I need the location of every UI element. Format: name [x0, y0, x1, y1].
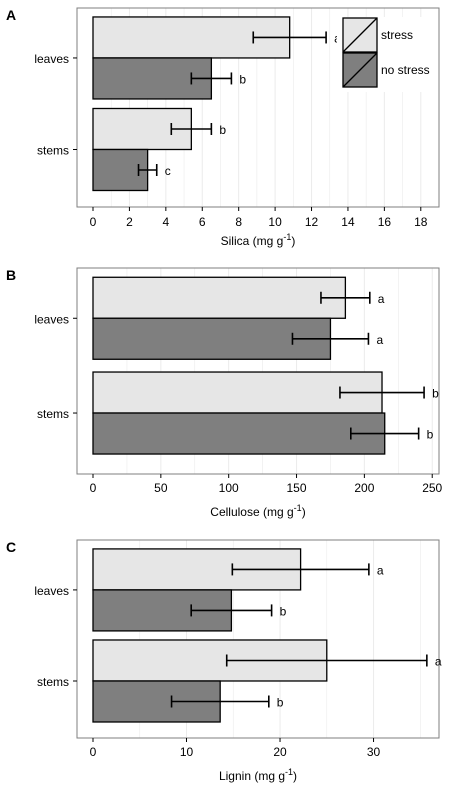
x-tick-label: 10	[180, 745, 194, 759]
error-bar	[190, 72, 233, 85]
significance-letter: a	[377, 563, 384, 577]
x-tick-label: 0	[90, 745, 97, 759]
significance-letter: b	[280, 604, 287, 618]
panel-label: B	[6, 267, 16, 283]
x-tick-label: 150	[287, 481, 307, 495]
x-tick-label: 200	[354, 481, 374, 495]
x-axis-title: Lignin (mg g-1)	[219, 767, 297, 783]
bar-stress-leaves	[92, 276, 347, 319]
significance-letter: b	[277, 695, 284, 709]
legend-item: no stress	[342, 52, 430, 88]
panel-A: Aleavesabstemsbc024681012141618Silica (m…	[6, 7, 440, 248]
legend-label: stress	[381, 28, 413, 42]
x-tick-label: 14	[341, 215, 355, 229]
legend-key-slash	[342, 52, 378, 88]
bar-no-stress-leaves	[92, 317, 332, 360]
bar-no-stress-stems	[92, 412, 386, 455]
y-tick-label: leaves	[34, 312, 69, 326]
error-bar	[225, 654, 428, 667]
panel-label: C	[6, 539, 16, 555]
x-tick-label: 12	[305, 215, 319, 229]
legend-label: no stress	[381, 63, 430, 77]
error-bar	[320, 291, 371, 304]
x-tick-label: 0	[90, 215, 97, 229]
significance-letter: b	[432, 387, 439, 401]
error-bar	[170, 695, 270, 708]
x-tick-label: 4	[162, 215, 169, 229]
x-tick-label: 16	[378, 215, 392, 229]
significance-letter: a	[378, 292, 385, 306]
significance-letter: a	[435, 654, 442, 668]
x-tick-label: 100	[219, 481, 239, 495]
error-bar	[252, 31, 327, 44]
significance-letter: c	[165, 164, 171, 178]
x-axis-title: Silica (mg g-1)	[221, 232, 296, 248]
y-tick-label: leaves	[34, 52, 69, 66]
significance-letter: b	[427, 428, 434, 442]
x-axis-title: Cellulose (mg g-1)	[210, 503, 305, 519]
legend: stress no stress	[337, 17, 435, 92]
legend-item: stress	[342, 17, 413, 53]
x-tick-label: 8	[235, 215, 242, 229]
panel-border	[76, 7, 440, 208]
x-tick-label: 20	[273, 745, 287, 759]
error-bar	[190, 604, 273, 617]
y-tick-label: stems	[37, 675, 69, 689]
legend-key-slash	[342, 17, 378, 53]
x-tick-label: 0	[90, 481, 97, 495]
panel-border	[76, 267, 440, 475]
panel-border	[76, 539, 440, 739]
x-tick-label: 50	[154, 481, 168, 495]
error-bar	[231, 563, 370, 576]
significance-letter: b	[219, 123, 226, 137]
error-bar	[350, 427, 420, 440]
error-bar	[137, 163, 158, 176]
error-bar	[339, 386, 425, 399]
significance-letter: a	[376, 333, 383, 347]
y-tick-label: stems	[37, 143, 69, 157]
x-tick-label: 18	[414, 215, 428, 229]
y-tick-label: stems	[37, 407, 69, 421]
x-tick-label: 6	[199, 215, 206, 229]
x-tick-label: 2	[126, 215, 133, 229]
error-bar	[291, 332, 370, 345]
significance-letter: b	[239, 72, 246, 86]
error-bar	[170, 122, 213, 135]
y-tick-label: leaves	[34, 584, 69, 598]
x-tick-label: 10	[268, 215, 282, 229]
panel-label: A	[6, 7, 16, 23]
x-tick-label: 250	[422, 481, 442, 495]
x-tick-label: 30	[367, 745, 381, 759]
bar-stress-stems	[92, 371, 383, 414]
